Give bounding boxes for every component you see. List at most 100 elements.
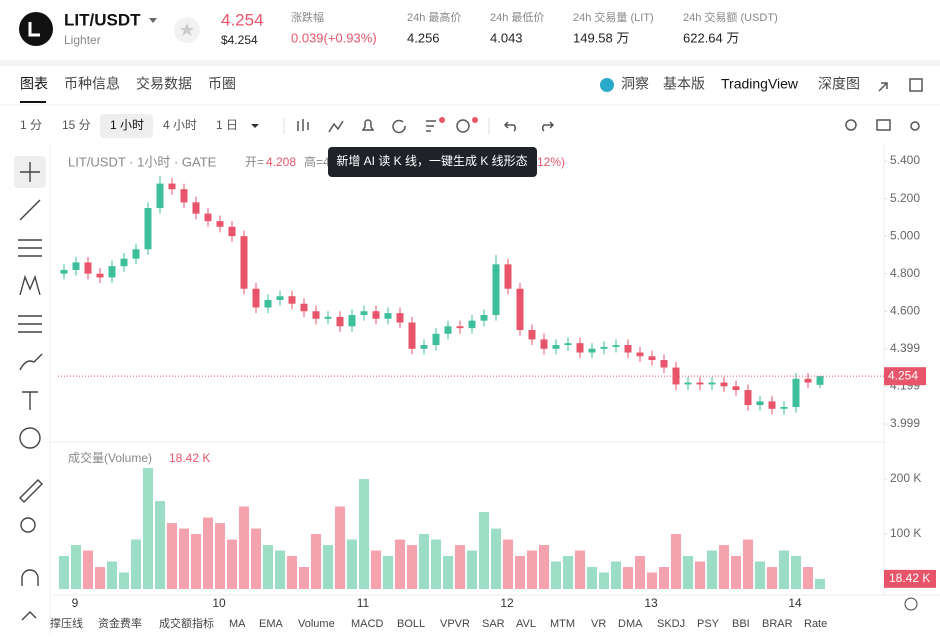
tab-right[interactable]: 基本版 (663, 76, 705, 92)
candle-body (624, 345, 632, 353)
x-tick-label: 12 (500, 596, 514, 610)
stat-label: 24h 交易额 (USDT) (683, 10, 778, 24)
volume-bar (263, 545, 273, 589)
volume-bar (527, 550, 537, 589)
candle-body (720, 382, 728, 387)
timeframe[interactable]: 1 日 (216, 118, 238, 132)
indicator[interactable]: DMA (618, 618, 643, 630)
window[interactable] (909, 78, 923, 92)
settings[interactable] (910, 121, 920, 131)
candle-body (708, 382, 716, 385)
tab[interactable]: 币种信息 (64, 76, 120, 92)
tab-right[interactable]: 深度图 (818, 76, 860, 92)
volume-bar (695, 561, 705, 589)
indicator[interactable]: EMA (259, 618, 284, 630)
indicator[interactable]: MA (229, 618, 246, 630)
candle-body (564, 343, 572, 346)
camera[interactable] (876, 119, 891, 131)
candle-body (612, 345, 620, 347)
brush-tool[interactable] (19, 353, 43, 371)
candle-body (648, 356, 656, 361)
volume-bar (803, 567, 813, 589)
volume-bar (479, 512, 489, 589)
tab-right[interactable]: TradingView (721, 76, 799, 92)
redo[interactable] (541, 121, 555, 132)
volume-bar (431, 539, 441, 589)
indicator[interactable]: BOLL (397, 618, 425, 630)
candle-body (96, 273, 104, 278)
indicator[interactable]: SKDJ (657, 618, 685, 630)
timeframe[interactable]: 1 分 (20, 118, 42, 132)
volume-bar (347, 539, 357, 589)
candle-body (168, 183, 176, 190)
indicator[interactable]: BBI (732, 618, 750, 630)
tool-icon[interactable] (426, 120, 436, 132)
indicator[interactable]: VPVR (440, 618, 470, 630)
logo-mark (28, 22, 40, 37)
dropdown[interactable] (149, 18, 157, 23)
timeframe[interactable]: 15 分 (62, 118, 91, 132)
volume-bar (215, 523, 225, 589)
crosshair[interactable] (20, 162, 40, 182)
tab[interactable]: 币圈 (208, 76, 236, 92)
candle-body (132, 249, 140, 259)
volume-tag (884, 569, 936, 588)
zoom-tool[interactable] (20, 517, 36, 533)
search[interactable] (845, 119, 857, 131)
timeframe[interactable]: 4 小时 (163, 118, 197, 132)
volume-bar (671, 534, 681, 589)
indicator[interactable]: MTM (550, 618, 575, 630)
candle-body (444, 326, 452, 334)
stat-value: 149.58 万 (573, 30, 629, 45)
y-tick-label: 5.200 (890, 191, 920, 205)
indicator[interactable]: BRAR (762, 618, 793, 630)
tab[interactable]: 交易数据 (136, 76, 192, 92)
undo[interactable] (503, 121, 517, 132)
volume-bar (791, 556, 801, 589)
magnet-tool[interactable] (21, 569, 39, 586)
candle-body (384, 313, 392, 319)
indicator[interactable]: 资金费率 (98, 616, 142, 630)
candle-body (504, 264, 512, 289)
tab-right[interactable]: 洞察 (621, 76, 649, 92)
indicator[interactable]: AVL (516, 618, 536, 630)
dropdown[interactable] (251, 124, 259, 128)
candle-body (684, 382, 692, 385)
volume-bar (779, 550, 789, 589)
indicator[interactable]: MACD (351, 618, 383, 630)
timeframe[interactable]: 1 小时 (110, 118, 144, 132)
settings[interactable] (904, 597, 918, 611)
indicator[interactable]: Volume (298, 618, 335, 630)
candle-body (744, 390, 752, 406)
indicator[interactable]: SAR (482, 618, 505, 630)
candle-body (480, 314, 488, 321)
volume-bar (371, 550, 381, 589)
pattern-tool[interactable] (19, 274, 41, 296)
candle-body (408, 322, 416, 349)
volume-bar (503, 539, 513, 589)
volume-bar (227, 539, 237, 589)
line-tool[interactable] (19, 199, 41, 221)
expand[interactable] (878, 82, 888, 92)
indicator[interactable]: 撑压线 (50, 616, 83, 630)
price-tag-label: 4.254 (888, 368, 918, 382)
tool-icon[interactable] (361, 119, 375, 131)
indicator[interactable]: 成交额指标 (159, 616, 214, 630)
tool-icon[interactable] (456, 119, 470, 133)
lock-tool[interactable] (21, 611, 37, 621)
tool-icon[interactable] (392, 119, 406, 134)
volume-bar (383, 556, 393, 589)
tool-icon[interactable] (328, 120, 344, 133)
emoji-tool[interactable] (19, 427, 41, 449)
indicator[interactable]: PSY (697, 618, 720, 630)
tool-icon[interactable] (297, 119, 309, 131)
indicator[interactable]: Rate (804, 618, 827, 630)
fib-tool[interactable] (18, 239, 42, 257)
measure-tool[interactable] (18, 315, 42, 333)
indicator[interactable]: VR (591, 618, 606, 630)
volume-bar (683, 556, 693, 589)
ruler-tool[interactable] (19, 479, 43, 503)
tab[interactable]: 图表 (20, 76, 48, 92)
text-tool[interactable] (22, 391, 38, 410)
volume-tick-label: 200 K (890, 471, 921, 485)
